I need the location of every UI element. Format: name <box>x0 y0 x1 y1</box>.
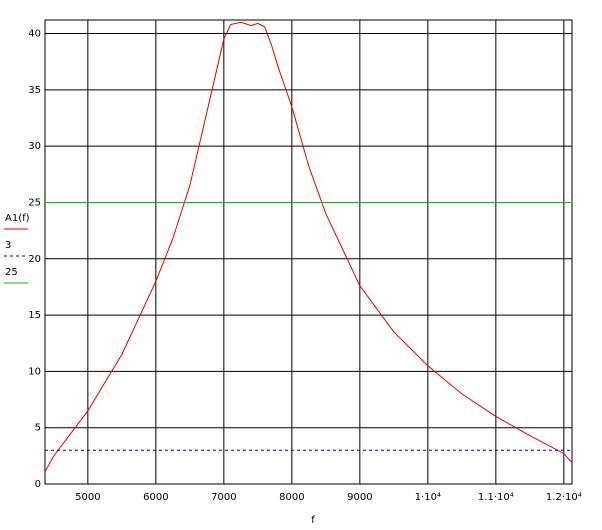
y-tick-label: 25 <box>28 197 41 208</box>
x-tick-label: 5000 <box>75 492 100 503</box>
y-tick-label: 35 <box>28 85 41 96</box>
x-tick-label: 8000 <box>279 492 304 503</box>
y-tick-label: 15 <box>28 310 41 321</box>
y-tick-label: 10 <box>28 366 41 377</box>
y-tick-label: 30 <box>28 141 41 152</box>
y-tick-label: 5 <box>35 423 41 434</box>
legend-label: 3 <box>5 240 11 251</box>
legend-label: 25 <box>5 267 18 278</box>
x-tick-label: 1·10⁴ <box>415 492 441 503</box>
x-tick-label: 1.2·10⁴ <box>546 492 582 503</box>
x-tick-label: 7000 <box>211 492 236 503</box>
y-tick-label: 20 <box>28 254 41 265</box>
y-tick-label: 0 <box>35 479 41 490</box>
x-axis-label: f <box>311 515 315 526</box>
series-line <box>44 21 573 472</box>
y-tick-label: 40 <box>28 29 41 40</box>
x-tick-label: 1.1·10⁴ <box>478 492 514 503</box>
x-tick-label: 6000 <box>143 492 168 503</box>
x-tick-label: 9000 <box>347 492 372 503</box>
legend-label: A1(f) <box>5 213 30 224</box>
